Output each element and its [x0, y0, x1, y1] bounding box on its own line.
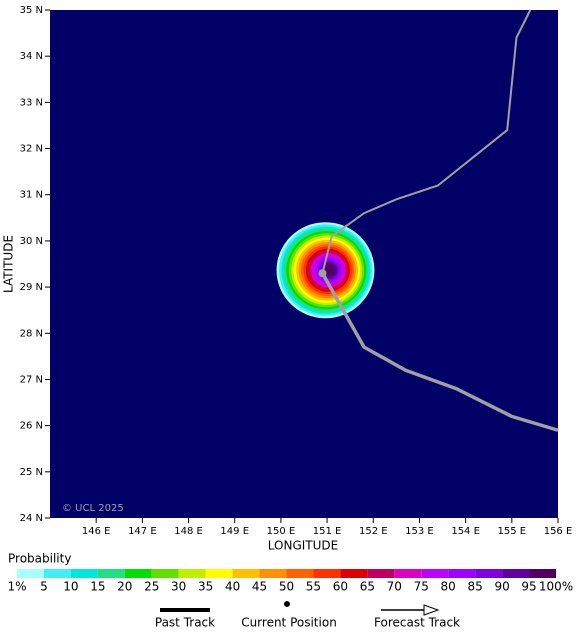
y-tick-label: 34 N — [20, 51, 43, 62]
colorbar-swatch — [340, 569, 368, 578]
colorbar-label: 5 — [40, 580, 48, 594]
colorbar-label: 20 — [117, 580, 132, 594]
legend-current-sample — [284, 601, 290, 607]
colorbar-swatch — [394, 569, 422, 578]
colorbar-label: 15 — [90, 580, 105, 594]
x-tick-label: 147 E — [128, 526, 157, 537]
legend-forecast-arrow — [423, 604, 440, 616]
x-tick-label: 155 E — [498, 526, 527, 537]
colorbar-swatch — [475, 569, 503, 578]
colorbar-swatch — [178, 569, 206, 578]
legend-label: Forecast Track — [374, 616, 460, 630]
colorbar-label: 1% — [7, 580, 26, 594]
colorbar-label: 70 — [387, 580, 402, 594]
legend: Past Track Current Position Forecast Tra… — [155, 601, 460, 630]
y-axis-label: LATITUDE — [2, 235, 16, 293]
colorbar-label: 55 — [306, 580, 321, 594]
x-tick-label: 153 E — [405, 526, 434, 537]
colorbar-label: 10 — [63, 580, 78, 594]
colorbar-label: 45 — [252, 580, 267, 594]
legend-label: Current Position — [241, 616, 337, 630]
colorbar-label: 50 — [279, 580, 294, 594]
colorbar-label: 85 — [468, 580, 483, 594]
y-tick-label: 29 N — [20, 282, 43, 293]
track-line — [320, 272, 559, 432]
colorbar-label: 25 — [144, 580, 159, 594]
colorbar-label: 30 — [171, 580, 186, 594]
colorbar-label: 35 — [198, 580, 213, 594]
y-tick-label: 31 N — [20, 190, 43, 201]
colorbar-swatch — [502, 569, 530, 578]
colorbar-swatch — [421, 569, 449, 578]
colorbar-label: 75 — [414, 580, 429, 594]
y-tick-label: 27 N — [20, 374, 43, 385]
colorbar-label: 100% — [539, 580, 573, 594]
colorbar-swatch — [232, 569, 260, 578]
y-tick-label: 33 N — [20, 97, 43, 108]
colorbar-swatch — [124, 569, 152, 578]
legend-label: Past Track — [155, 616, 215, 630]
y-tick-label: 25 N — [20, 467, 43, 478]
colorbar-title: Probability — [8, 552, 71, 566]
colorbar-swatch — [17, 569, 44, 578]
y-tick-label: 32 N — [20, 144, 43, 155]
colorbar-label: 95 — [521, 580, 536, 594]
colorbar-label: 80 — [441, 580, 456, 594]
colorbar-swatch — [367, 569, 395, 578]
colorbar-swatch — [151, 569, 179, 578]
y-tick-label: 26 N — [20, 421, 43, 432]
x-tick-label: 152 E — [359, 526, 388, 537]
y-tick-label: 35 N — [20, 5, 43, 16]
colorbar-label: 90 — [494, 580, 509, 594]
colorbar-swatch — [259, 569, 287, 578]
colorbar-label: 60 — [333, 580, 348, 594]
x-tick-label: 154 E — [451, 526, 480, 537]
y-tick-label: 24 N — [20, 513, 43, 524]
x-tick-label: 150 E — [267, 526, 296, 537]
colorbar-swatch — [43, 569, 71, 578]
colorbar-label: 40 — [225, 580, 240, 594]
x-tick-label: 149 E — [220, 526, 249, 537]
x-tick-label: 146 E — [82, 526, 111, 537]
colorbar-swatch — [313, 569, 341, 578]
current-position — [318, 269, 327, 278]
y-tick-label: 28 N — [20, 328, 43, 339]
colorbar-label: 65 — [360, 580, 375, 594]
y-tick-label: 30 N — [20, 236, 43, 247]
copyright-note: © UCL 2025 — [62, 503, 124, 514]
colorbar-swatch — [286, 569, 314, 578]
colorbar-swatch — [205, 569, 233, 578]
x-axis-label: LONGITUDE — [268, 539, 338, 553]
x-tick-label: 156 E — [544, 526, 573, 537]
colorbar-swatch — [97, 569, 125, 578]
colorbar-swatch — [529, 569, 556, 578]
colorbar-swatch — [448, 569, 476, 578]
x-tick-label: 148 E — [174, 526, 203, 537]
colorbar-swatch — [70, 569, 98, 578]
track-line — [321, 9, 532, 274]
x-tick-label: 151 E — [313, 526, 342, 537]
